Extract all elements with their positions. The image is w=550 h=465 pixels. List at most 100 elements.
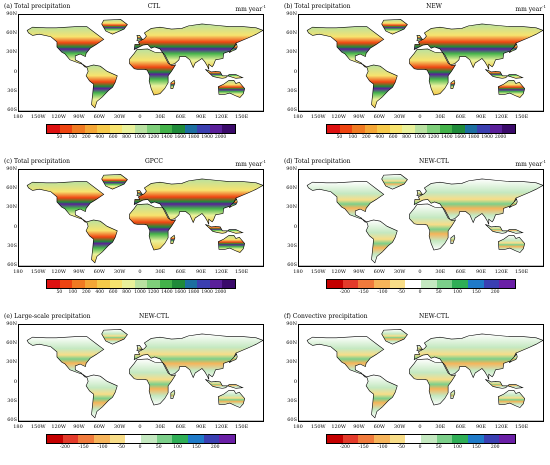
panel-experiment: NEW-CTL xyxy=(419,158,449,165)
panel-unit: mm year-1 xyxy=(235,4,266,13)
color-bar-label: -100 xyxy=(377,445,388,450)
lat-label: 30S xyxy=(7,397,17,404)
landmass-indonesia xyxy=(485,224,524,234)
lon-label: 180 xyxy=(293,424,303,430)
panel-unit: mm year-1 xyxy=(515,159,546,168)
lon-label: 180 xyxy=(13,424,23,430)
lat-label: 30S xyxy=(287,87,297,94)
color-bar-swatch xyxy=(477,125,490,133)
color-bar-swatch xyxy=(209,280,223,288)
lon-label: 120E xyxy=(494,424,508,430)
panel-experiment: NEW-CTL xyxy=(419,313,449,320)
color-bar-swatch xyxy=(47,435,63,443)
lon-label: 150E xyxy=(235,269,249,275)
lon-label: 60W xyxy=(373,114,386,120)
lat-label: 60N xyxy=(286,30,297,37)
color-bar-label: 800 xyxy=(122,290,131,295)
lat-label: 90N xyxy=(286,11,297,17)
lon-label: 60E xyxy=(175,114,186,120)
panel-experiment: CTL xyxy=(147,3,161,10)
world-map xyxy=(18,169,264,267)
map-panel: (b) Total precipitation NEW mm year-1 90N 60… xyxy=(280,0,550,150)
lat-label: 60N xyxy=(286,340,297,347)
landmass-japan xyxy=(228,198,238,209)
landmass-uk xyxy=(416,190,423,197)
color-bar-swatch xyxy=(122,125,135,133)
color-bar-label: 1200 xyxy=(147,135,160,140)
color-bar-swatch xyxy=(377,125,390,133)
lon-label: 120E xyxy=(494,269,508,275)
color-bar-swatch xyxy=(421,435,437,443)
color-bar-label: 50 xyxy=(155,445,162,450)
color-bar-label: 50 xyxy=(435,290,442,295)
map-panel: (c) Total precipitation GPCC mm year-1 90N 6… xyxy=(0,155,270,305)
lon-label: 60W xyxy=(373,269,386,275)
landmass-greenland xyxy=(101,174,128,190)
lon-label: 90E xyxy=(195,424,206,430)
landmass-south-america xyxy=(365,374,398,419)
color-bar-swatch xyxy=(134,125,148,133)
color-bar-swatch xyxy=(78,435,95,443)
color-bar xyxy=(326,434,516,444)
lon-label: 60W xyxy=(93,424,106,430)
lon-label: 30W xyxy=(393,114,406,120)
color-bar-swatch xyxy=(122,280,135,288)
color-bar-swatch xyxy=(97,125,110,133)
color-bar-label: 600 xyxy=(108,290,118,295)
color-bar-swatch xyxy=(147,280,160,288)
color-bar-label: 100 xyxy=(348,135,358,140)
color-bar-label: 1000 xyxy=(134,290,146,295)
landmass-north-america xyxy=(306,181,385,223)
landmass-madagascar xyxy=(170,234,176,244)
color-bar-label: 800 xyxy=(122,135,131,140)
map-panel: (d) Total precipitation NEW-CTL mm year-1 9… xyxy=(280,155,550,305)
color-bar-label: -150 xyxy=(78,445,89,450)
color-bar-label: -50 xyxy=(397,290,405,295)
lat-label: 60N xyxy=(286,185,297,192)
color-bar-swatch xyxy=(358,435,375,443)
lon-label: 90W xyxy=(73,424,85,430)
color-bar-label: 200 xyxy=(490,290,500,295)
map-svg xyxy=(19,174,263,266)
color-bar-swatch xyxy=(414,125,428,133)
color-bar-swatch xyxy=(172,280,185,288)
landmass-eurasia xyxy=(413,178,543,225)
panel-header: (f) Convective precipitation NEW-CTL xyxy=(284,312,546,322)
lon-label: 150W xyxy=(310,269,326,275)
lon-label: 30W xyxy=(393,424,406,430)
lon-label: 90E xyxy=(475,424,486,430)
lat-label: 60S xyxy=(287,107,297,113)
lon-label: 60W xyxy=(93,114,106,120)
lat-label: 30N xyxy=(286,204,297,211)
color-bar-label: 400 xyxy=(375,135,384,140)
landmass-indonesia xyxy=(205,69,244,79)
lon-label: 180 xyxy=(293,114,303,120)
lon-label: 150W xyxy=(30,114,46,120)
lon-label: 0 xyxy=(138,424,142,430)
color-bar-label: -100 xyxy=(377,290,388,295)
color-bar-swatch xyxy=(125,435,142,443)
lat-label: 60N xyxy=(6,185,17,192)
lat-label: 60S xyxy=(287,417,297,423)
lon-label: 90W xyxy=(353,269,365,275)
panel-unit: mm year-1 xyxy=(515,4,546,13)
color-bar-swatch xyxy=(452,280,469,288)
color-bar-swatch xyxy=(72,125,85,133)
landmass-greenland xyxy=(381,19,408,35)
lon-label: 120W xyxy=(51,424,66,430)
color-bar-swatch xyxy=(59,125,73,133)
lon-label: 90E xyxy=(475,269,486,275)
landmass-japan xyxy=(508,43,518,54)
lat-label: 30S xyxy=(7,242,17,249)
lon-label: 150E xyxy=(515,424,529,430)
world-map xyxy=(298,324,544,422)
landmass-south-america xyxy=(365,64,398,109)
landmass-africa xyxy=(129,358,177,406)
map-svg xyxy=(299,19,543,111)
lon-label: 120W xyxy=(331,269,346,275)
map-svg xyxy=(19,19,263,111)
landmass-eurasia xyxy=(133,178,263,225)
color-bar-label: 600 xyxy=(388,135,398,140)
panel-header: (d) Total precipitation NEW-CTL mm year-1 xyxy=(284,157,546,168)
landmass-greenland xyxy=(381,329,408,345)
